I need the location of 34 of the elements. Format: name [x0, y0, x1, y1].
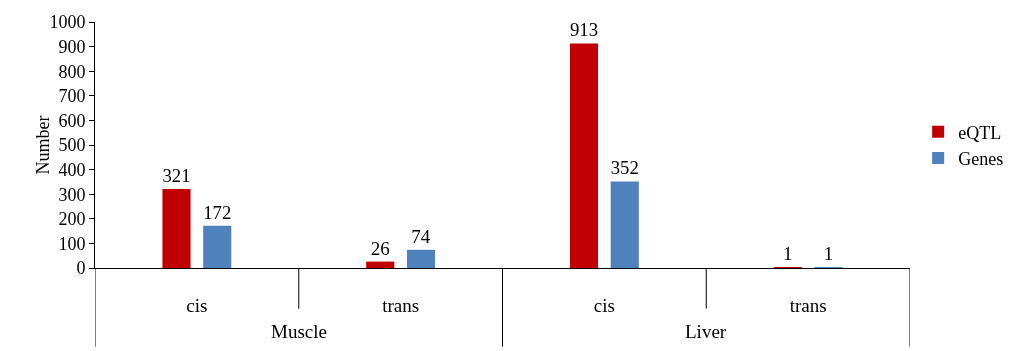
x-tick-label: cis	[593, 294, 615, 316]
data-label: 321	[162, 165, 191, 187]
data-label: 913	[569, 19, 599, 41]
y-tick-label: 900	[58, 36, 86, 57]
bar	[162, 189, 191, 268]
text: Liver	[685, 321, 727, 342]
y-axis-title: Number	[33, 115, 53, 175]
y-tick-label: 100	[58, 233, 86, 254]
data-label: 74	[411, 225, 431, 247]
x-tick-label: trans	[382, 294, 420, 316]
bar	[610, 181, 639, 268]
data-label: 172	[203, 201, 232, 223]
y-tick-label: 200	[58, 209, 86, 230]
legend-label: Genes	[958, 149, 1004, 170]
y-tick-label: 700	[58, 86, 86, 107]
x-tick-label: trans	[789, 294, 827, 316]
y-tick-label: 1000	[49, 12, 86, 33]
y-tick-label: 600	[58, 110, 86, 131]
x-tick-label: cis	[186, 294, 208, 316]
y-tick-label: 400	[58, 159, 86, 180]
y-tick-label: 300	[58, 184, 86, 205]
y-tick-label: 0	[76, 258, 86, 279]
bar	[569, 43, 599, 268]
text: Muscle	[271, 321, 327, 342]
data-label: 1	[783, 243, 793, 264]
data-label: 26	[370, 237, 390, 259]
y-tick-label: 500	[58, 135, 86, 156]
data-label: 1	[823, 243, 834, 264]
y-tick-label: 800	[58, 61, 86, 82]
data-label: 352	[610, 157, 639, 179]
bar	[366, 261, 395, 268]
legend-label: eQTL	[958, 122, 1002, 143]
bar	[203, 225, 232, 268]
bar	[406, 249, 436, 268]
